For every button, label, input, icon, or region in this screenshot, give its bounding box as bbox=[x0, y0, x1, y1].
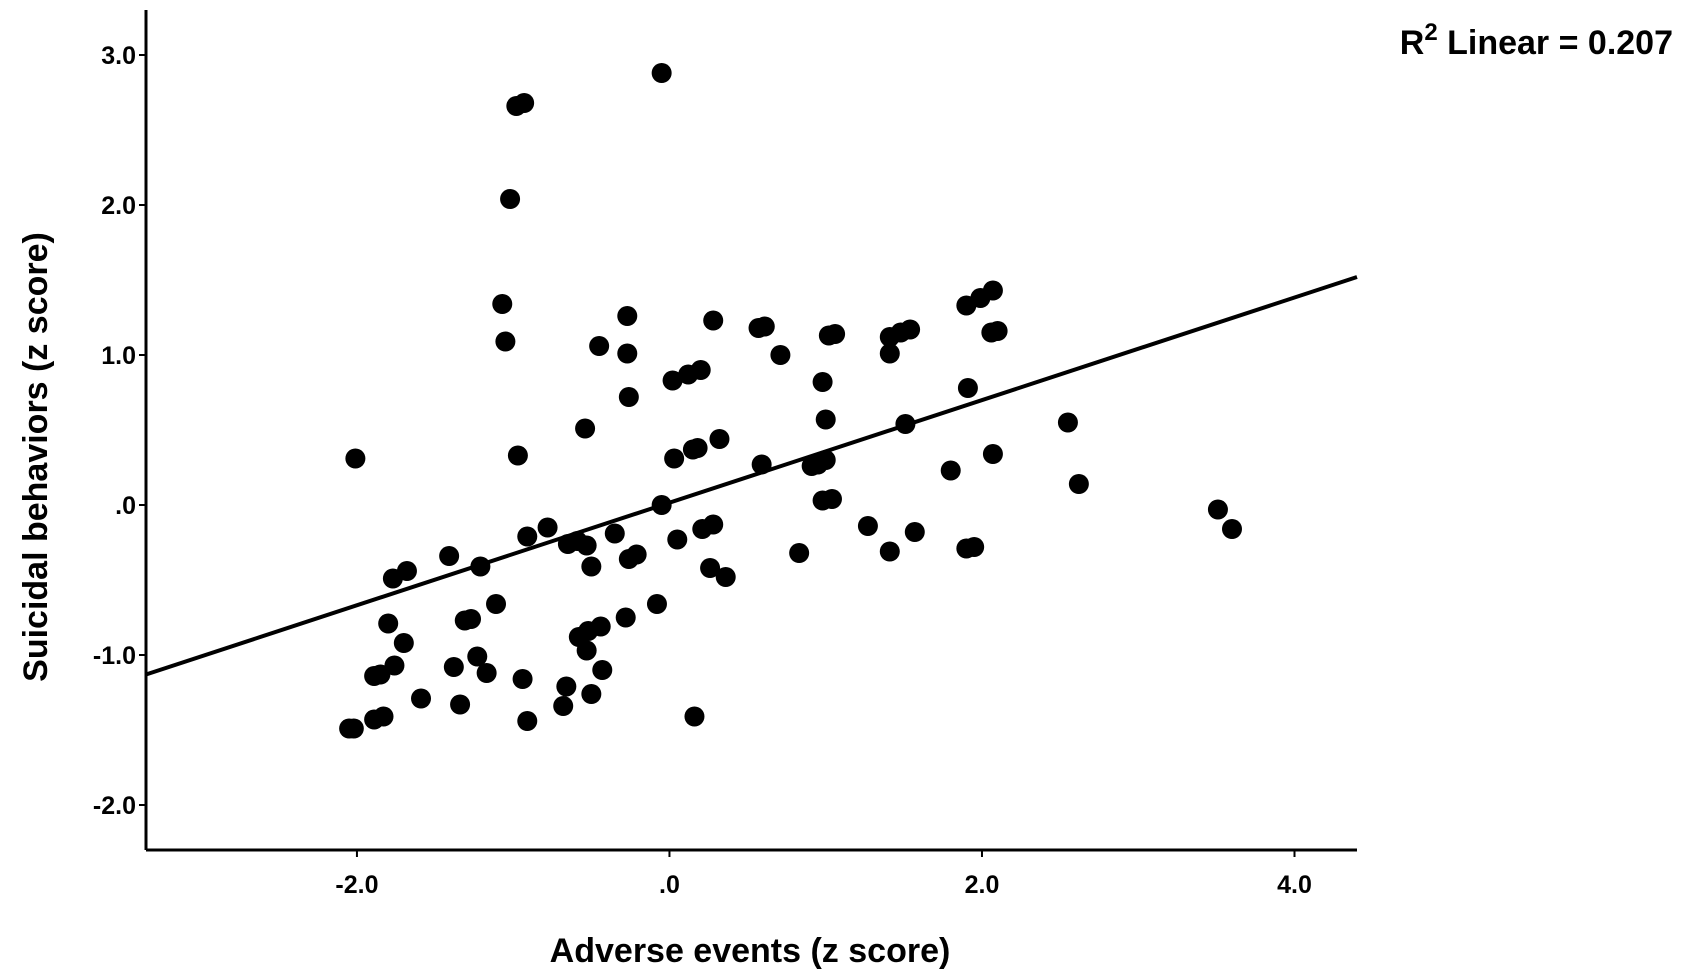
data-point bbox=[604, 523, 625, 544]
data-point bbox=[581, 556, 602, 577]
data-point bbox=[646, 594, 667, 614]
y-tick-label: -1.0 bbox=[93, 642, 136, 670]
y-axis-title: Suicidal behaviors (z score) bbox=[17, 232, 55, 682]
data-point bbox=[770, 345, 791, 365]
data-point bbox=[879, 343, 900, 364]
y-tick-label: 1.0 bbox=[101, 342, 136, 370]
y-tick-label: 3.0 bbox=[101, 42, 136, 70]
data-point bbox=[940, 460, 961, 481]
y-axis-ticks: -2.0 -1.0 .0 1.0 2.0 3.0 bbox=[93, 42, 146, 820]
plot-area bbox=[339, 63, 1242, 739]
data-point bbox=[815, 409, 836, 430]
data-point bbox=[700, 558, 721, 578]
data-point bbox=[370, 664, 391, 685]
data-point bbox=[345, 448, 366, 469]
data-point bbox=[982, 280, 1003, 301]
data-point bbox=[507, 445, 528, 466]
data-point bbox=[576, 535, 597, 556]
x-tick-label: .0 bbox=[659, 871, 680, 899]
y-tick-label: -2.0 bbox=[93, 792, 136, 820]
data-point bbox=[709, 429, 730, 449]
data-point bbox=[812, 372, 833, 392]
data-point bbox=[617, 343, 638, 364]
data-point bbox=[617, 306, 638, 326]
data-point bbox=[825, 324, 846, 344]
data-point bbox=[576, 640, 597, 661]
y-tick-label: 2.0 bbox=[101, 192, 136, 220]
data-point bbox=[857, 516, 878, 536]
data-point bbox=[476, 663, 497, 683]
data-point bbox=[703, 310, 724, 331]
data-point bbox=[517, 711, 538, 731]
data-point bbox=[512, 669, 533, 689]
data-point bbox=[500, 189, 521, 209]
data-point bbox=[900, 319, 921, 340]
data-point bbox=[1057, 412, 1078, 433]
data-point bbox=[664, 448, 685, 469]
data-point bbox=[615, 607, 636, 628]
data-point bbox=[517, 526, 538, 547]
x-tick-label: -2.0 bbox=[335, 871, 378, 899]
data-point bbox=[684, 706, 705, 727]
data-point bbox=[486, 594, 507, 614]
data-point bbox=[821, 489, 842, 509]
data-point bbox=[553, 696, 574, 716]
r-squared-value: Linear = 0.207 bbox=[1438, 24, 1673, 62]
r-squared-prefix: R bbox=[1400, 24, 1425, 62]
data-point bbox=[450, 694, 471, 715]
r-squared-label: R2 Linear = 0.207 bbox=[1400, 19, 1673, 62]
data-point bbox=[667, 529, 688, 550]
data-point bbox=[373, 706, 394, 727]
data-point bbox=[581, 684, 602, 704]
r-squared-superscript: 2 bbox=[1424, 19, 1437, 46]
data-point bbox=[690, 360, 711, 380]
data-point bbox=[754, 316, 775, 337]
data-point bbox=[537, 517, 558, 538]
data-point bbox=[492, 294, 513, 314]
data-point bbox=[461, 609, 482, 629]
data-point bbox=[1207, 499, 1228, 520]
data-point bbox=[589, 336, 610, 356]
data-point bbox=[987, 321, 1008, 341]
y-tick-label: .0 bbox=[115, 492, 136, 520]
data-point bbox=[879, 541, 900, 562]
data-point bbox=[715, 567, 736, 587]
data-point bbox=[651, 63, 672, 83]
data-point bbox=[957, 378, 978, 398]
data-point bbox=[982, 444, 1003, 464]
data-point bbox=[393, 633, 414, 653]
regression-line bbox=[145, 275, 1358, 677]
data-point bbox=[378, 613, 399, 634]
data-point bbox=[1068, 474, 1089, 494]
data-point bbox=[396, 561, 417, 581]
x-axis-title: Adverse events (z score) bbox=[550, 932, 951, 970]
data-point bbox=[514, 93, 535, 113]
data-point bbox=[662, 370, 683, 391]
x-tick-label: 2.0 bbox=[965, 871, 1000, 899]
data-point bbox=[439, 546, 460, 566]
data-point bbox=[703, 514, 724, 535]
data-point bbox=[411, 688, 432, 709]
data-point bbox=[904, 522, 925, 542]
data-point bbox=[964, 537, 985, 557]
data-point bbox=[556, 676, 577, 697]
data-point bbox=[467, 646, 488, 667]
x-tick-label: 4.0 bbox=[1277, 871, 1312, 899]
data-point bbox=[626, 544, 647, 565]
data-point bbox=[575, 418, 596, 439]
data-point bbox=[1221, 519, 1242, 539]
data-point bbox=[789, 543, 810, 563]
data-point bbox=[443, 657, 464, 677]
x-axis-ticks: -2.0 .0 2.0 4.0 bbox=[335, 850, 1312, 899]
data-point bbox=[592, 660, 613, 680]
data-point bbox=[618, 387, 639, 407]
data-point bbox=[495, 331, 516, 352]
data-point bbox=[687, 438, 708, 458]
data-point bbox=[339, 718, 360, 739]
